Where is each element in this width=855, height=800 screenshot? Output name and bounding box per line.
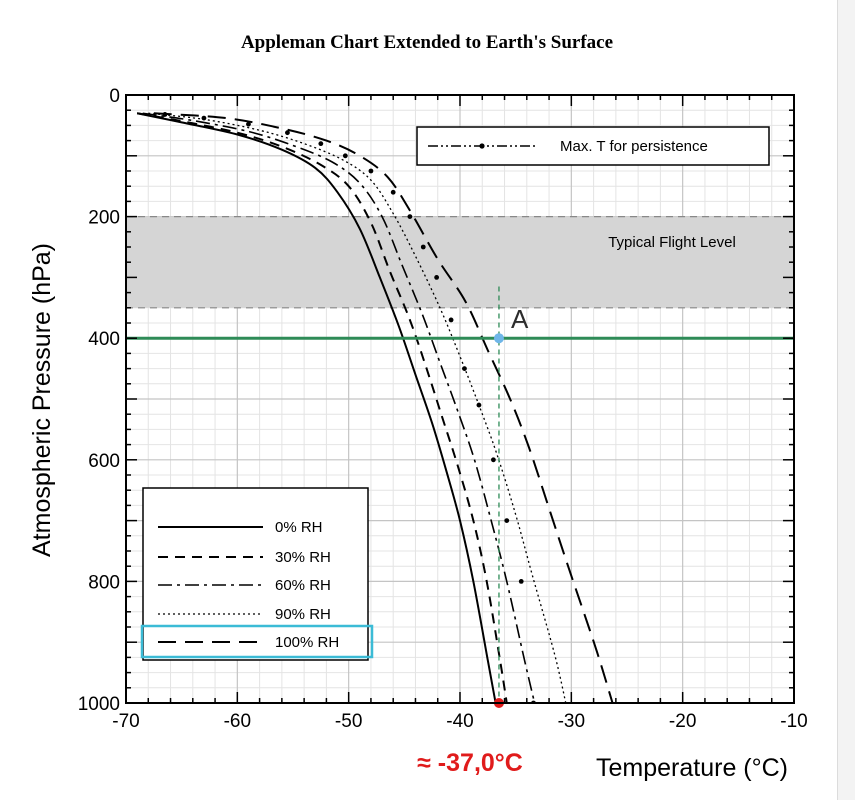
persistence-marker [462,366,467,371]
legend-persistence-marker [479,143,485,149]
y-tick-label: 1000 [78,694,120,715]
persistence-marker [491,457,496,463]
viewer-right-edge [837,0,855,800]
flight-level-band-label: Typical Flight Level [608,234,736,251]
persistence-marker [246,121,251,127]
curve-90rh [148,112,567,703]
persistence-marker [368,168,374,174]
y-tick-label: 600 [88,451,120,472]
rh-curves [136,112,614,703]
curve-60rh [142,112,536,703]
x-tick-label: -70 [112,711,139,732]
y-tick-label: 0 [109,86,120,107]
curve-100rh [153,112,614,703]
legend-rh-label: 60% RH [275,577,331,594]
persistence-marker [504,518,510,523]
legend-rh-label: 100% RH [275,634,339,651]
point-a-label: A [511,304,529,334]
legend-rh-label: 0% RH [275,519,323,536]
legend-rh-label: 30% RH [275,549,331,566]
persistence-marker [390,189,396,195]
x-tick-labels: -70 -60 -50 -40 -30 -20 -10 [112,711,807,732]
persistence-marker [201,115,207,121]
y-tick-label: 200 [88,208,120,229]
persistence-marker [342,153,348,159]
x-tick-label: -60 [224,711,251,732]
frame-ticks [125,94,795,704]
legend-rh-label: 90% RH [275,606,331,623]
curve-0rh [136,112,497,703]
legend-rh: 0% RH 30% RH 60% RH 90% RH 100% RH [140,487,374,661]
y-tick-label: 400 [88,329,120,350]
x-tick-label: -20 [669,711,696,732]
persistence-marker [476,402,482,408]
persistence-marker [434,275,440,280]
persistence-marker [162,112,168,117]
x-tick-label: -40 [446,711,473,732]
x-tick-label: -30 [558,711,585,732]
y-axis-title: Atmospheric Pressure (hPa) [28,243,56,557]
persistence-marker [318,141,324,147]
x-axis-title: Temperature (°C) [596,754,788,782]
y-tick-labels: 0 200 400 600 800 1000 [78,86,120,715]
persistence-markers [162,112,536,703]
answer-temperature-label: ≈ -37,0°C [417,749,523,777]
point-a-marker [493,333,504,344]
x-tick-label: -10 [780,711,807,732]
legend-persistence-label: Max. T for persistence [560,138,708,155]
appleman-chart: Appleman Chart Extended to Earth's Surfa… [28,32,808,782]
x-tick-label: -50 [335,711,362,732]
persistence-marker [407,214,413,220]
chart-title: Appleman Chart Extended to Earth's Surfa… [241,32,613,53]
legend-rh-box [142,487,369,661]
persistence-marker [518,579,524,584]
persistence-marker [448,317,454,323]
legend-highlight-box [140,624,374,659]
legend-persistence: Max. T for persistence [416,126,770,166]
curve-30rh [136,112,508,703]
y-tick-label: 800 [88,572,120,593]
persistence-marker [420,244,426,250]
persistence-marker [285,130,290,136]
